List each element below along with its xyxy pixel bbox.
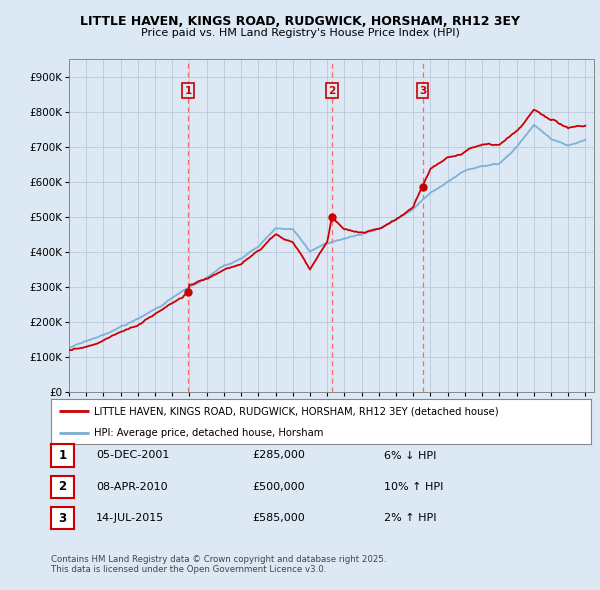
Text: LITTLE HAVEN, KINGS ROAD, RUDGWICK, HORSHAM, RH12 3EY (detached house): LITTLE HAVEN, KINGS ROAD, RUDGWICK, HORS… — [94, 407, 499, 417]
Text: 2: 2 — [58, 480, 67, 493]
Text: 2: 2 — [328, 86, 335, 96]
Text: £585,000: £585,000 — [252, 513, 305, 523]
Text: Price paid vs. HM Land Registry's House Price Index (HPI): Price paid vs. HM Land Registry's House … — [140, 28, 460, 38]
Text: 05-DEC-2001: 05-DEC-2001 — [96, 451, 169, 460]
Text: 3: 3 — [58, 512, 67, 525]
Text: 6% ↓ HPI: 6% ↓ HPI — [384, 451, 436, 460]
Text: 1: 1 — [58, 449, 67, 462]
Text: LITTLE HAVEN, KINGS ROAD, RUDGWICK, HORSHAM, RH12 3EY: LITTLE HAVEN, KINGS ROAD, RUDGWICK, HORS… — [80, 15, 520, 28]
Text: 3: 3 — [419, 86, 426, 96]
Text: 14-JUL-2015: 14-JUL-2015 — [96, 513, 164, 523]
Text: 10% ↑ HPI: 10% ↑ HPI — [384, 482, 443, 491]
Text: 1: 1 — [184, 86, 192, 96]
Text: 08-APR-2010: 08-APR-2010 — [96, 482, 167, 491]
Text: Contains HM Land Registry data © Crown copyright and database right 2025.
This d: Contains HM Land Registry data © Crown c… — [51, 555, 386, 574]
Text: £285,000: £285,000 — [252, 451, 305, 460]
Text: HPI: Average price, detached house, Horsham: HPI: Average price, detached house, Hors… — [94, 428, 323, 438]
Text: £500,000: £500,000 — [252, 482, 305, 491]
Text: 2% ↑ HPI: 2% ↑ HPI — [384, 513, 437, 523]
